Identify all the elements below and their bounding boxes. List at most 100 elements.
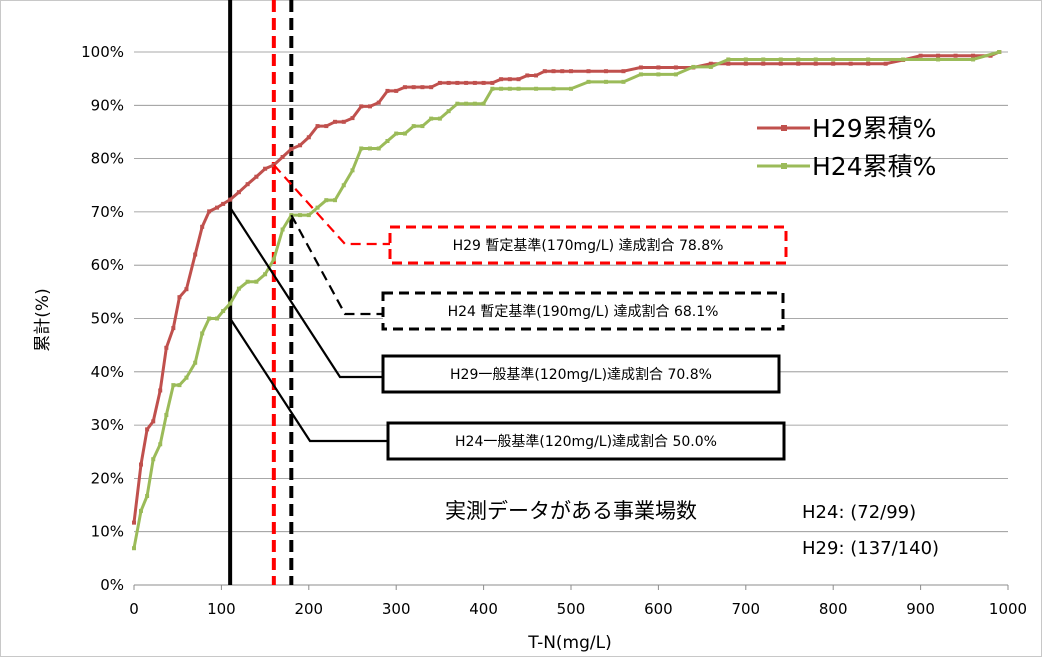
- data-point: [516, 86, 521, 91]
- data-point: [280, 227, 285, 232]
- series-h29: [132, 50, 1002, 525]
- note-main: 実測データがある事業場数: [445, 499, 697, 523]
- callout-text: H24一般基準(120mg/L)達成割合 50.0%: [455, 433, 717, 450]
- y-tick-label: 80%: [91, 150, 124, 168]
- note-h29: H29: (137/140): [802, 538, 939, 559]
- data-point: [866, 57, 871, 62]
- data-point: [953, 53, 958, 58]
- reference-lines: [228, 0, 294, 585]
- y-tick-labels: 0% 10% 20% 30% 40% 50% 60% 70% 80% 90% 100%: [81, 43, 124, 594]
- legend-marker: [781, 125, 787, 131]
- x-tick-label: 0: [129, 600, 139, 618]
- callout-box: [381, 291, 785, 331]
- series-h24: [132, 50, 1002, 551]
- y-tick-label: 90%: [91, 96, 124, 114]
- data-point: [481, 80, 486, 85]
- data-point: [621, 69, 626, 74]
- data-point: [164, 412, 169, 417]
- data-point: [656, 65, 661, 70]
- data-point: [673, 72, 678, 77]
- data-point: [402, 85, 407, 90]
- x-tick-label: 1000: [989, 600, 1027, 618]
- callout-text: H29 暫定基準(170mg/L) 達成割合 78.8%: [453, 237, 724, 254]
- y-tick-label: 50%: [91, 310, 124, 328]
- x-tick-label: 800: [819, 600, 848, 618]
- data-point: [507, 86, 512, 91]
- data-point: [158, 388, 163, 393]
- data-point: [455, 80, 460, 85]
- data-point: [394, 131, 399, 136]
- legend-marker: [781, 163, 787, 169]
- data-point: [472, 101, 477, 106]
- data-point: [298, 213, 303, 218]
- callout-box: [381, 354, 781, 394]
- data-point: [542, 69, 547, 74]
- y-tick-label: 100%: [81, 43, 124, 61]
- data-point: [516, 77, 521, 82]
- x-tick-label: 400: [469, 600, 498, 618]
- data-point: [621, 79, 626, 84]
- data-point: [464, 101, 469, 106]
- data-point: [420, 85, 425, 90]
- data-point: [831, 57, 836, 62]
- callout-box: [386, 421, 786, 461]
- data-point: [490, 86, 495, 91]
- data-point: [138, 508, 143, 513]
- data-point: [215, 205, 220, 210]
- y-tick-label: 30%: [91, 416, 124, 434]
- data-point: [376, 146, 381, 151]
- data-point: [638, 65, 643, 70]
- data-point: [534, 86, 539, 91]
- data-point: [367, 146, 372, 151]
- data-point: [464, 80, 469, 85]
- y-tick-label: 40%: [91, 363, 124, 381]
- data-point: [207, 316, 212, 321]
- legend-label: H29累積%: [812, 114, 936, 143]
- y-tick-label: 0%: [100, 576, 124, 594]
- data-point: [481, 101, 486, 106]
- data-point: [207, 209, 212, 214]
- data-point: [936, 57, 941, 62]
- data-point: [490, 80, 495, 85]
- data-point: [145, 427, 150, 432]
- data-point: [586, 69, 591, 74]
- data-point: [158, 442, 163, 447]
- data-point: [263, 166, 268, 171]
- data-point: [901, 57, 906, 62]
- x-axis-title: T-N(mg/L): [527, 633, 612, 653]
- data-point: [656, 72, 661, 77]
- data-point: [437, 116, 442, 121]
- data-point: [437, 80, 442, 85]
- data-point: [289, 147, 294, 152]
- data-point: [236, 190, 241, 195]
- data-point: [813, 61, 818, 66]
- data-point: [132, 520, 136, 525]
- data-point: [350, 168, 355, 173]
- data-point: [726, 57, 731, 62]
- data-point: [151, 457, 156, 462]
- data-point: [778, 61, 783, 66]
- data-point: [367, 104, 372, 109]
- data-point: [193, 252, 198, 257]
- data-point: [221, 201, 226, 206]
- data-point: [743, 61, 748, 66]
- data-point: [971, 53, 976, 58]
- data-point: [883, 61, 888, 66]
- data-point: [446, 109, 451, 114]
- data-point: [341, 183, 346, 188]
- data-point: [245, 279, 250, 284]
- x-tick-label: 100: [207, 600, 236, 618]
- data-point: [813, 57, 818, 62]
- data-point: [560, 69, 565, 74]
- callouts: H29 暫定基準(170mg/L) 達成割合 78.8% H24 暫定基準(190…: [229, 164, 788, 461]
- note-h24: H24: (72/99): [802, 502, 916, 523]
- data-point: [324, 198, 329, 203]
- callout-leader: [229, 207, 383, 379]
- legend: H29累積% H24累積%: [757, 114, 936, 181]
- data-point: [726, 61, 731, 66]
- data-point: [228, 197, 233, 202]
- data-point: [138, 462, 143, 467]
- data-point: [200, 331, 205, 336]
- callout-leader: [229, 317, 388, 443]
